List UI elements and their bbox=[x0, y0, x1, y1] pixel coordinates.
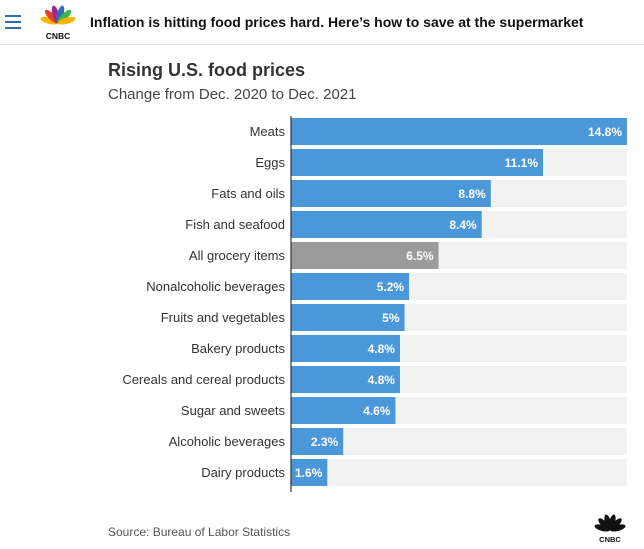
bar-bakery-products bbox=[291, 335, 400, 362]
cnbc-logo[interactable]: CNBC bbox=[36, 5, 80, 41]
category-label: Bakery products bbox=[191, 341, 285, 356]
top-bar: CNBC Inflation is hitting food prices ha… bbox=[0, 0, 644, 45]
svg-text:CNBC: CNBC bbox=[46, 31, 71, 41]
bar-sugar-and-sweets bbox=[291, 397, 396, 424]
chart-title: Rising U.S. food prices bbox=[108, 60, 306, 80]
bar-track bbox=[291, 459, 627, 486]
bar-fish-and-seafood bbox=[291, 211, 482, 238]
category-label: Eggs bbox=[255, 155, 285, 170]
article-headline[interactable]: Inflation is hitting food prices hard. H… bbox=[90, 14, 584, 30]
category-label: Fruits and vegetables bbox=[161, 310, 286, 325]
bar-cereals-and-cereal-products bbox=[291, 366, 400, 393]
hamburger-menu-icon[interactable] bbox=[5, 15, 21, 29]
bar-fruits-and-vegetables bbox=[291, 304, 405, 331]
category-label: Dairy products bbox=[201, 465, 285, 480]
category-label: Fats and oils bbox=[211, 186, 285, 201]
bar-meats bbox=[291, 118, 627, 145]
value-label: 11.1% bbox=[505, 156, 539, 170]
value-label: 6.5% bbox=[406, 249, 434, 263]
svg-text:CNBC: CNBC bbox=[599, 535, 621, 543]
value-label: 8.4% bbox=[449, 218, 477, 232]
value-label: 5.2% bbox=[377, 280, 405, 294]
source-note: Source: Bureau of Labor Statistics bbox=[108, 525, 291, 539]
category-label: Fish and seafood bbox=[185, 217, 285, 232]
value-label: 1.6% bbox=[295, 466, 323, 480]
value-label: 4.8% bbox=[368, 373, 396, 387]
cnbc-peacock-icon: CNBC bbox=[594, 514, 626, 543]
value-label: 2.3% bbox=[311, 435, 339, 449]
value-label: 8.8% bbox=[458, 187, 486, 201]
value-label: 4.8% bbox=[368, 342, 396, 356]
value-label: 4.6% bbox=[363, 404, 391, 418]
category-label: All grocery items bbox=[189, 248, 286, 263]
category-label: Nonalcoholic beverages bbox=[146, 279, 285, 294]
value-label: 5% bbox=[382, 311, 400, 325]
category-label: Cereals and cereal products bbox=[122, 372, 285, 387]
category-label: Sugar and sweets bbox=[181, 403, 286, 418]
category-label: Meats bbox=[250, 124, 286, 139]
bar-dairy-products bbox=[291, 459, 328, 486]
bar-alcoholic-beverages bbox=[291, 428, 344, 455]
bar-fats-and-oils bbox=[291, 180, 491, 207]
chart-subtitle: Change from Dec. 2020 to Dec. 2021 bbox=[108, 86, 357, 103]
category-label: Alcoholic beverages bbox=[169, 434, 286, 449]
bar-eggs bbox=[291, 149, 543, 176]
bar-track bbox=[291, 428, 627, 455]
bar-nonalcoholic-beverages bbox=[291, 273, 410, 300]
bar-all-grocery-items bbox=[291, 242, 439, 269]
value-label: 14.8% bbox=[588, 125, 622, 139]
